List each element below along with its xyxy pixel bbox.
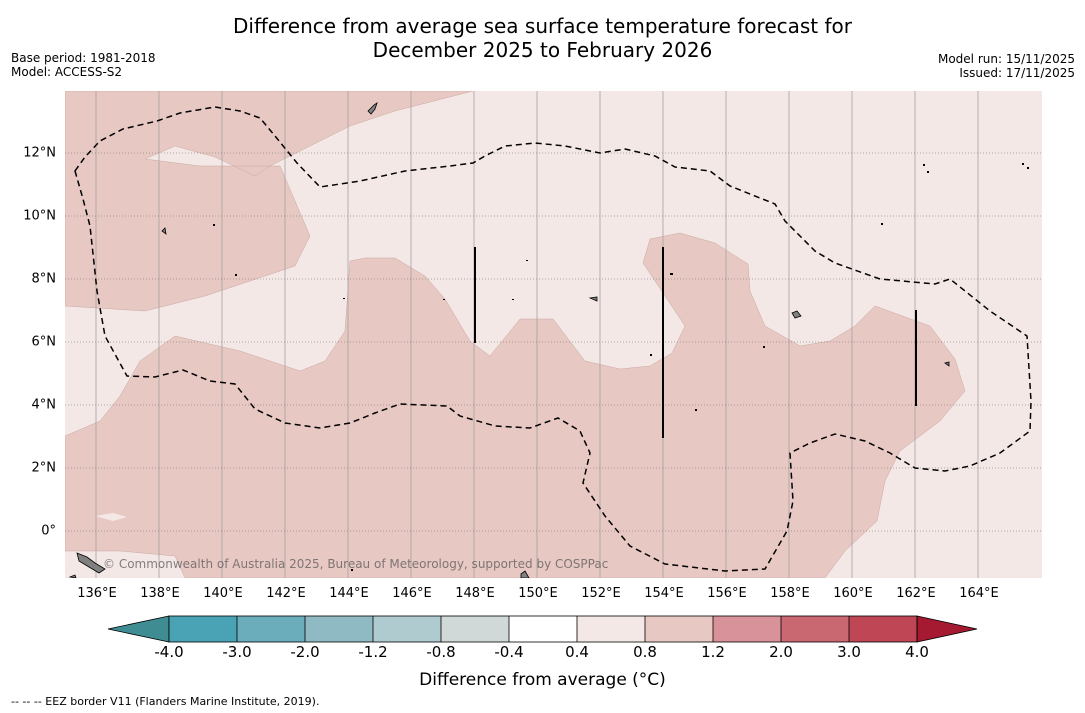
colorbar-bin-9 [713,616,781,642]
cbar-label-1: -3.0 [222,643,252,661]
cbar-label-7: 0.8 [633,643,657,661]
map-svg [65,91,1042,578]
cbar-label-3: -1.2 [358,643,388,661]
colorbar-bin-7 [577,616,645,642]
cbar-label-10: 3.0 [837,643,861,661]
chart-title: Difference from average sea surface temp… [0,14,1085,62]
anomaly-region-north-west [65,91,474,312]
sst-anomaly-map: © Commonwealth of Australia 2025, Bureau… [65,91,1042,578]
cbar-label-11: 4.0 [905,643,929,661]
lon-tick-156: 156°E [707,586,747,601]
colorbar-bin-8 [645,616,713,642]
anomaly-region-south [65,232,966,578]
issued-text: Issued: 17/11/2025 [959,66,1075,80]
meta-left: Base period: 1981-2018 Model: ACCESS-S2 [11,51,156,79]
eez-footnote: -- -- -- EEZ border V11 (Flanders Marine… [11,695,320,708]
colorbar-extend-high [916,615,978,643]
base-period-text: Base period: 1981-2018 [11,51,156,65]
track-lines [474,247,917,438]
lon-tick-150: 150°E [518,586,558,601]
model-run-text: Model run: 15/11/2025 [937,52,1075,66]
cbar-label-6: 0.4 [565,643,589,661]
parallels [65,152,1042,532]
lon-tick-164: 164°E [959,586,999,601]
colorbar-bin-5 [441,616,509,642]
lon-tick-138: 138°E [140,586,180,601]
lon-tick-144: 144°E [329,586,369,601]
lon-tick-162: 162°E [896,586,936,601]
cbar-label-9: 2.0 [769,643,793,661]
title-line-2: December 2025 to February 2026 [372,38,713,62]
colorbar-extend-low [107,615,170,643]
colorbar-bin-6 [509,616,577,642]
colorbar-bin-1 [169,616,237,642]
cbar-label-5: -0.4 [494,643,524,661]
lat-tick-2n: 2°N [31,460,57,476]
lon-tick-148: 148°E [455,586,495,601]
lat-tick-4n: 4°N [31,397,57,413]
lon-tick-154: 154°E [644,586,684,601]
colorbar-title: Difference from average (°C) [419,670,666,690]
lon-tick-146: 146°E [392,586,432,601]
cbar-label-8: 1.2 [701,643,725,661]
lat-tick-6n: 6°N [31,334,57,350]
colorbar [107,615,978,643]
anomaly-patch-white [95,513,127,521]
cbar-label-0: -4.0 [154,643,184,661]
lon-tick-158: 158°E [770,586,810,601]
colorbar-bin-4 [373,616,441,642]
lon-tick-142: 142°E [266,586,306,601]
model-text: Model: ACCESS-S2 [11,65,123,79]
cbar-label-2: -2.0 [290,643,320,661]
colorbar-bin-2 [237,616,305,642]
colorbar-bin-3 [305,616,373,642]
reef-dots [213,163,1029,571]
lat-tick-0: 0° [41,523,56,539]
colorbar-bin-10 [781,616,849,642]
lat-tick-10n: 10°N [23,208,56,224]
lon-tick-160: 160°E [833,586,873,601]
lon-tick-140: 140°E [203,586,243,601]
copyright-credit: © Commonwealth of Australia 2025, Bureau… [103,557,609,571]
meridians [95,91,979,578]
eez-border [74,106,1032,572]
meta-right: Model run: 15/11/2025 Issued: 17/11/2025 [938,52,1075,80]
lon-tick-152: 152°E [581,586,621,601]
lat-tick-12n: 12°N [23,145,56,161]
lat-tick-8n: 8°N [31,271,57,287]
islands [68,102,950,578]
cbar-label-4: -0.8 [426,643,456,661]
title-line-1: Difference from average sea surface temp… [232,14,852,38]
colorbar-bin-11 [849,616,917,642]
lon-tick-136: 136°E [77,586,117,601]
